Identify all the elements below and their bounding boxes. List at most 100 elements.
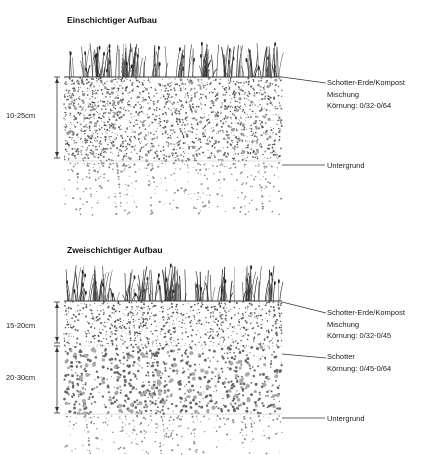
gravel-dot [170,96,173,98]
gravel-dot [200,305,203,308]
gravel-dot [64,119,66,121]
gravel-dot [257,334,259,336]
gravel-dot [221,164,223,166]
gravel-dot [92,316,94,318]
gravel-dot [162,423,164,426]
gravel-dot [176,148,177,150]
gravel-dot [218,132,220,134]
gravel-dot [73,82,75,85]
gravel-dot [240,363,243,366]
gravel-dot [252,87,254,90]
gravel-dot [94,113,96,116]
gravel-dot [125,127,129,130]
gravel-dot [271,210,274,213]
gravel-dot [270,101,273,104]
gravel-dot [121,158,125,161]
gravel-dot [63,94,66,96]
gravel-dot [102,147,105,150]
gravel-dot [228,81,231,84]
gravel-dot [203,87,205,89]
gravel-dot [153,157,155,159]
gravel-dot [179,401,182,403]
gravel-dot [230,384,234,387]
gravel-dot [238,136,240,138]
gravel-dot [264,348,266,350]
gravel-dot [150,142,152,144]
gravel-dot [214,98,218,102]
gravel-dot [244,91,246,93]
grass-blade [221,46,226,78]
gravel-dot [89,98,91,100]
gravel-dot [166,343,169,346]
gravel-dot [120,389,122,392]
gravel-dot [237,122,240,125]
gravel-dot [147,151,150,154]
gravel-dot [241,129,243,131]
gravel-dot [68,425,70,427]
gravel-dot [144,87,146,89]
gravel-dot [273,97,276,100]
gravel-dot [184,118,187,120]
gravel-dot [112,168,114,171]
gravel-dot [243,135,245,137]
gravel-dot [179,128,181,130]
gravel-dot [266,132,268,134]
gravel-dot [163,149,165,151]
gravel-dot [273,350,276,353]
gravel-dot [184,350,187,352]
gravel-dot [120,128,122,130]
gravel-dot [177,342,180,345]
gravel-dot [112,111,115,114]
gravel-dot [68,103,71,105]
gravel-dot [202,303,204,306]
gravel-dot [175,433,178,436]
gravel-dot [248,92,251,95]
gravel-dot [214,79,217,81]
gravel-dot [144,167,146,169]
gravel-dot [110,136,113,138]
gravel-dot [223,137,225,140]
gravel-dot [218,377,221,380]
gravel-dot [222,307,225,310]
gravel-dot [156,400,158,402]
gravel-dot [128,157,132,161]
gravel-dot [181,338,183,340]
gravel-dot [234,373,238,378]
gravel-dot [210,370,215,374]
gravel-dot [90,309,93,312]
gravel-dot [82,403,87,408]
gravel-dot [173,193,175,195]
gravel-dot [207,156,210,159]
gravel-dot [134,331,136,333]
gravel-dot [187,181,189,183]
gravel-dot [206,142,210,146]
gravel-dot [211,145,214,148]
gravel-dot [114,347,118,351]
gravel-dot [184,404,188,408]
gravel-dot [113,87,116,89]
gravel-dot [232,408,236,412]
gravel-dot [169,129,173,132]
gravel-dot [222,356,225,360]
gravel-dot [266,102,269,105]
grass-seedhead [84,51,87,56]
gravel-dot [161,159,163,161]
gravel-dot [74,315,77,318]
gravel-dot [240,81,242,84]
gravel-dot [233,306,236,309]
gravel-dot [205,384,210,389]
gravel-dot [133,360,136,364]
gravel-dot [219,164,221,166]
gravel-dot [135,339,137,341]
gravel-dot [75,372,77,374]
gravel-dot [103,124,106,127]
gravel-dot [250,423,253,426]
gravel-dot [251,430,253,433]
gravel-dot [247,362,251,366]
gravel-dot [134,149,136,151]
gravel-dot [208,92,210,94]
grass-blade [121,62,125,78]
gravel-dot [184,352,187,355]
gravel-dot [251,199,253,202]
gravel-dot [134,429,136,432]
